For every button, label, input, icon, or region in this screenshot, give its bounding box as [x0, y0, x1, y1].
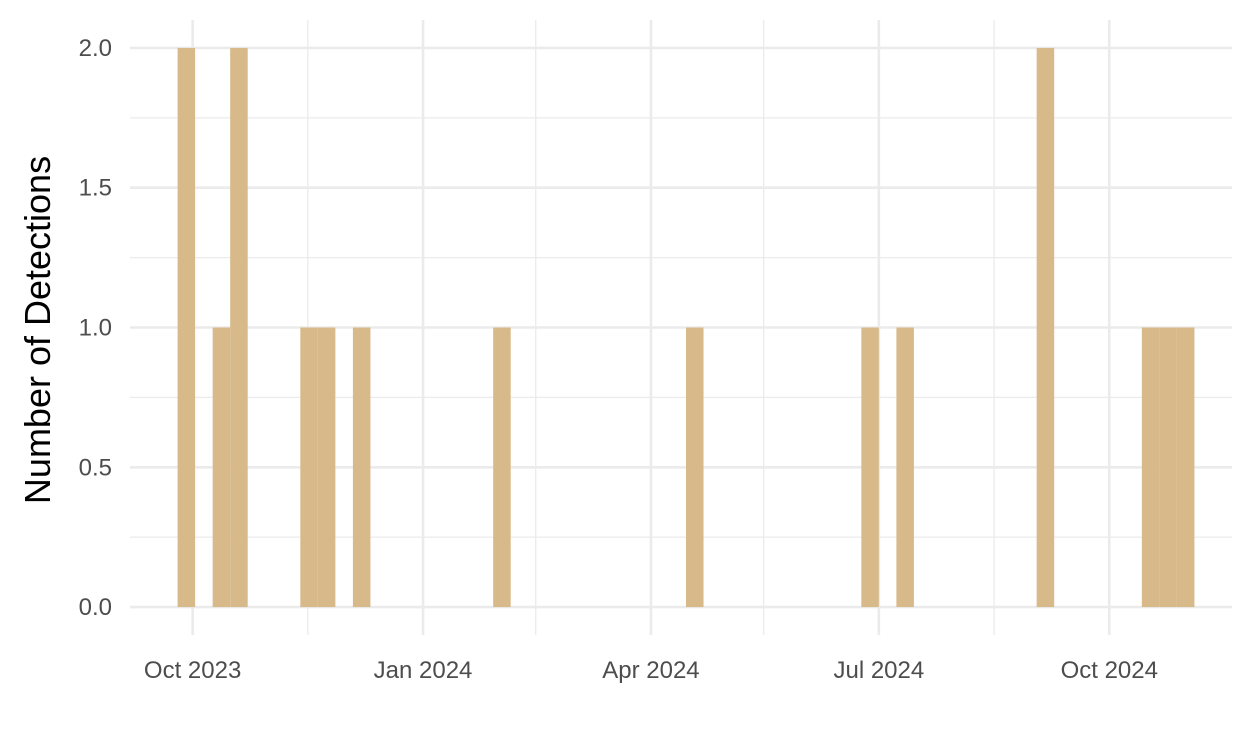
histogram-bar [1176, 327, 1195, 608]
histogram-bar [300, 327, 318, 608]
x-axis-ticks: Oct 2023 Jan 2024 Apr 2024 Jul 2024 Oct 2024 [144, 657, 1158, 684]
histogram-bar [212, 327, 231, 608]
histogram-bar [493, 327, 511, 608]
histogram-bar [1036, 47, 1055, 608]
y-axis-ticks: 0.0 0.5 1.0 1.5 2.0 [79, 35, 112, 621]
x-tick-label: Oct 2023 [144, 657, 241, 684]
x-tick-label: Jan 2024 [374, 657, 473, 684]
grid-lines [130, 20, 1232, 635]
histogram-bar [1159, 327, 1177, 608]
histogram-bar [230, 47, 248, 608]
y-tick-label: 1.5 [79, 175, 112, 202]
histogram-bar [896, 327, 914, 608]
y-tick-label: 1.0 [79, 315, 112, 342]
x-tick-label: Oct 2024 [1061, 657, 1158, 684]
y-tick-label: 0.0 [79, 594, 112, 621]
histogram-bar [1141, 327, 1160, 608]
histogram-bar [317, 327, 336, 608]
histogram-bar [352, 327, 371, 608]
histogram-bar [686, 327, 704, 608]
y-axis-title: Number of Detections [17, 156, 58, 504]
y-tick-label: 2.0 [79, 35, 112, 62]
x-tick-label: Apr 2024 [602, 657, 699, 684]
histogram-bar [177, 47, 196, 608]
y-tick-label: 0.5 [79, 454, 112, 481]
histogram-bar [861, 327, 879, 608]
bars [177, 47, 1195, 608]
x-tick-label: Jul 2024 [833, 657, 924, 684]
